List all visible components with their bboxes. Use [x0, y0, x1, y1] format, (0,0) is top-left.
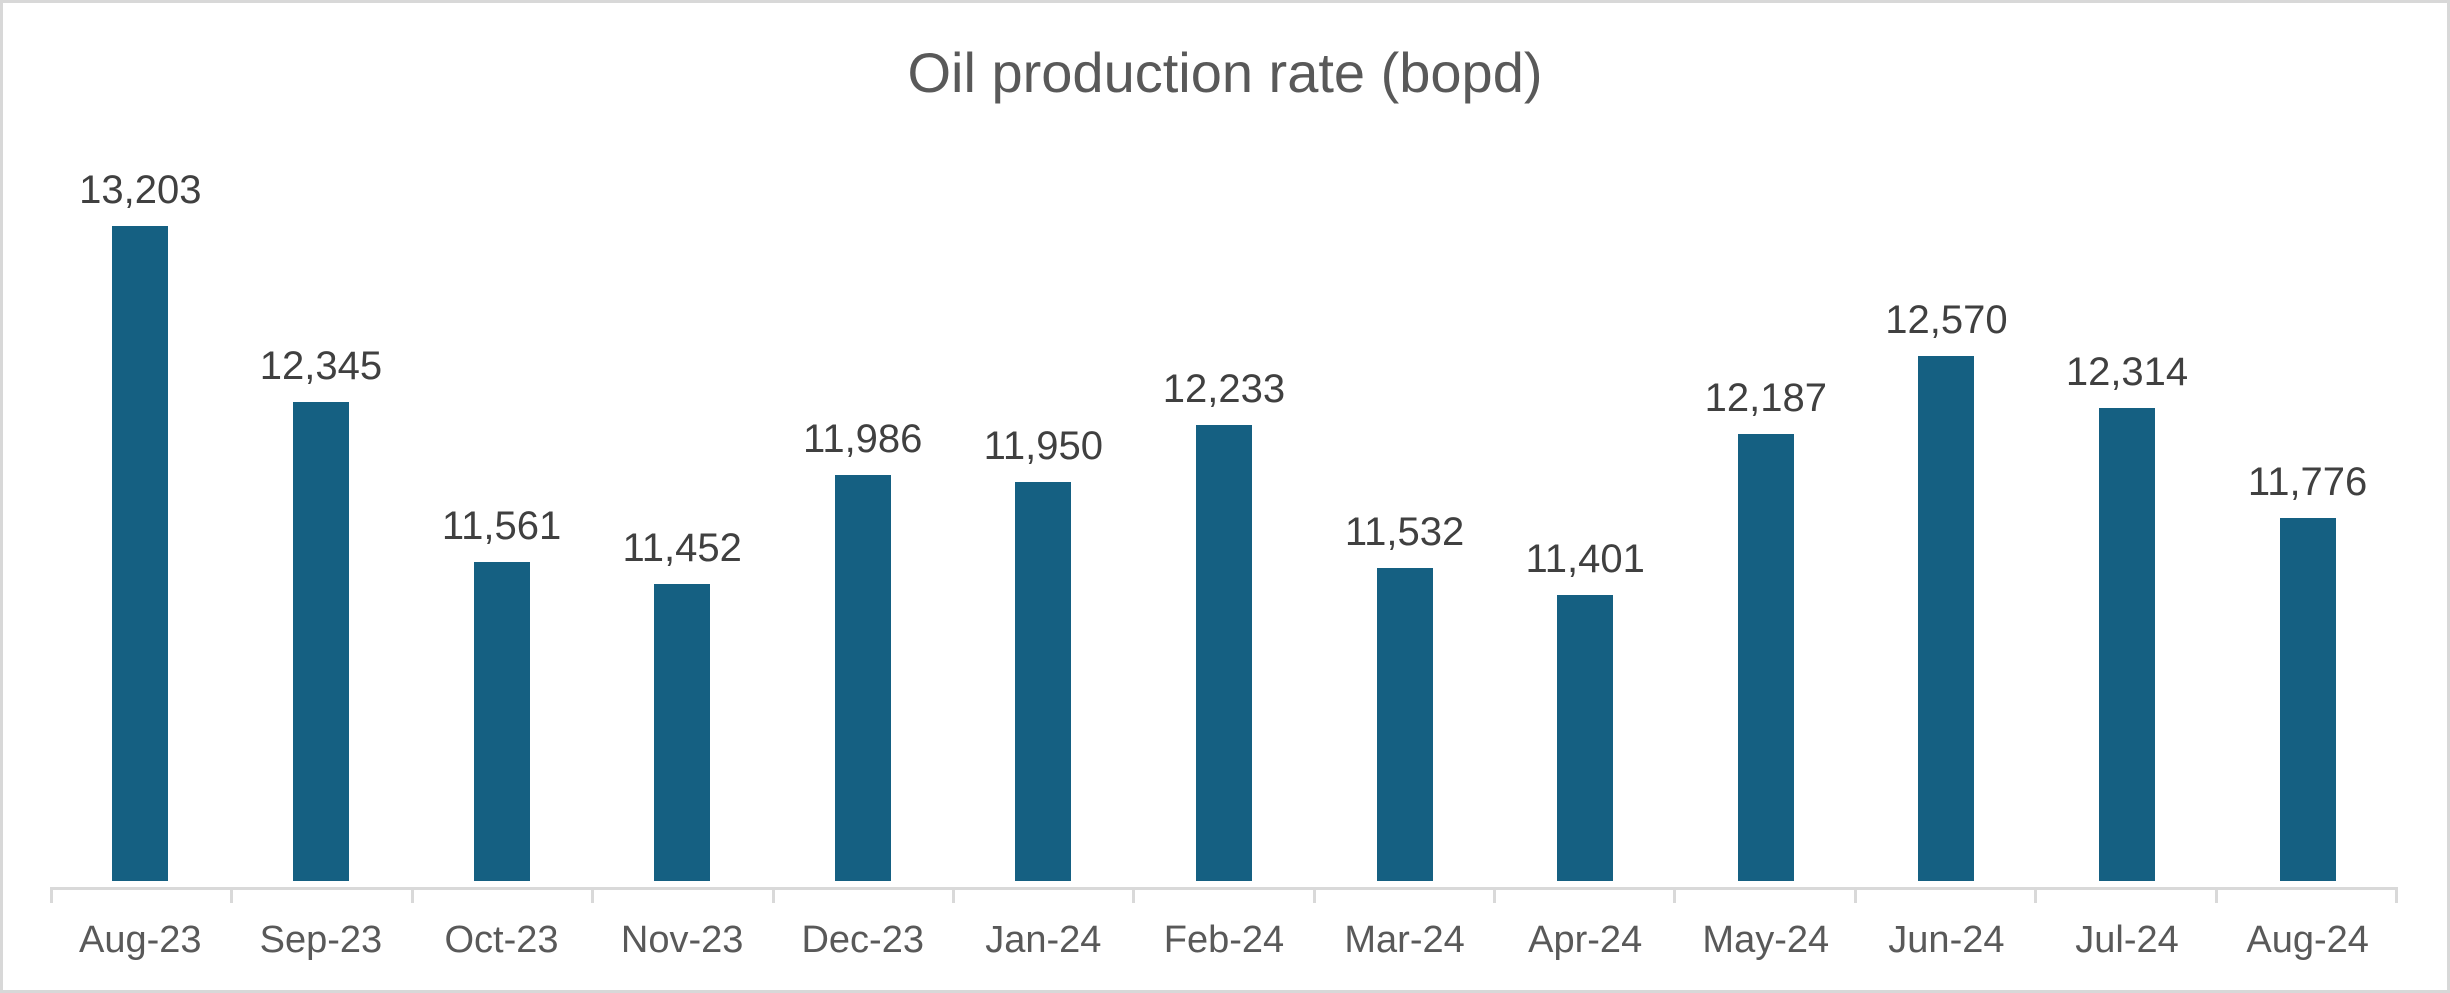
- x-axis-tick-label: Aug-24: [2246, 919, 2369, 961]
- bar-Mar-24[interactable]: [1376, 568, 1433, 881]
- x-axis-tick-label: Sep-23: [259, 919, 383, 961]
- bar-column: 11,452: [592, 137, 773, 881]
- bar-column: 11,532: [1314, 137, 1495, 881]
- bar-May-24[interactable]: [1737, 434, 1794, 881]
- x-axis-tick-label: Mar-24: [1344, 919, 1465, 961]
- bar-Feb-24[interactable]: [1195, 425, 1252, 881]
- x-axis-tick-mark: [1312, 890, 1316, 903]
- x-axis-tick-mark: [951, 890, 955, 903]
- bar-Aug-24[interactable]: [2279, 518, 2336, 881]
- bar-column: 11,950: [953, 137, 1134, 881]
- x-axis-tick-mark: [591, 890, 595, 903]
- x-axis-ticks: [50, 890, 2398, 903]
- bar-data-label: 12,187: [1704, 376, 1827, 420]
- x-axis-tick-mark: [2214, 890, 2218, 903]
- x-axis-tick-label: Jul-24: [2075, 919, 2179, 961]
- bar-data-label: 12,570: [1885, 298, 2008, 342]
- bar-data-label: 11,986: [803, 417, 923, 461]
- x-axis-tick-label: Feb-24: [1163, 919, 1285, 961]
- x-axis-line: [50, 887, 2398, 890]
- x-axis-tick-label: Dec-23: [801, 919, 924, 961]
- bar-data-label: 12,314: [2065, 350, 2189, 394]
- bar-Nov-23[interactable]: [654, 584, 711, 881]
- x-axis-tick-label: Jan-24: [985, 919, 1102, 961]
- bar-column: 11,986: [772, 137, 953, 881]
- bar-data-label: 11,950: [983, 424, 1104, 468]
- bar-data-label: 12,345: [259, 344, 383, 388]
- x-axis-tick-mark: [230, 890, 234, 903]
- x-axis-tick-mark: [1673, 890, 1677, 903]
- bar-column: 12,314: [2037, 137, 2218, 881]
- x-axis-tick-mark: [410, 890, 414, 903]
- bar-column: 12,345: [231, 137, 412, 881]
- bar-column: 11,561: [411, 137, 592, 881]
- x-axis-tick-label: Oct-23: [444, 919, 559, 961]
- bar-column: 12,570: [1856, 137, 2037, 881]
- bar-Jul-24[interactable]: [2099, 408, 2155, 881]
- chart-title: Oil production rate (bopd): [907, 41, 1543, 104]
- bar-data-label: 12,233: [1162, 367, 1286, 411]
- x-axis-tick-mark: [1493, 890, 1496, 903]
- bar-column: 11,776: [2217, 137, 2398, 881]
- bar-column: 12,187: [1675, 137, 1856, 881]
- bar-data-label: 11,532: [1344, 510, 1465, 554]
- bar-data-label: 11,776: [2247, 460, 2368, 504]
- bar-Jan-24[interactable]: [1015, 482, 1072, 881]
- bar-column: 11,401: [1495, 137, 1676, 881]
- bar-data-label: 11,452: [622, 526, 742, 570]
- x-axis-tick-label: Nov-23: [620, 919, 744, 961]
- bar-Apr-24[interactable]: [1557, 595, 1614, 881]
- x-axis-tick-mark: [2394, 890, 2398, 903]
- bar-column: 12,233: [1134, 137, 1315, 881]
- bar-Oct-23[interactable]: [473, 562, 530, 881]
- bar-data-label: 11,401: [1525, 537, 1645, 581]
- bar-column: 13,203: [50, 137, 231, 881]
- bar-Sep-23[interactable]: [292, 402, 349, 881]
- bar-Jun-24[interactable]: [1918, 356, 1975, 881]
- x-axis-tick-mark: [771, 890, 775, 903]
- bar-data-label: 13,203: [79, 168, 202, 212]
- x-axis-tick-mark: [50, 890, 53, 903]
- plot-area: 13,203 12,345 11,561 11,452 11,986 11,95…: [50, 137, 2398, 881]
- x-axis-tick-mark: [1853, 890, 1857, 903]
- x-axis-tick-mark: [2034, 890, 2038, 903]
- bar-Dec-23[interactable]: [834, 475, 891, 881]
- x-axis-tick-label: May-24: [1702, 919, 1830, 961]
- bar-data-label: 11,561: [441, 504, 562, 548]
- x-axis-tick-label: Jun-24: [1888, 919, 2005, 961]
- x-axis-tick-mark: [1132, 890, 1136, 903]
- x-axis-tick-label: Apr-24: [1528, 919, 1643, 961]
- x-axis-labels: Aug-23 Sep-23 Oct-23 Nov-23 Dec-23 Jan-2…: [50, 917, 2398, 965]
- x-axis-tick-label: Aug-23: [79, 919, 202, 961]
- bar-Aug-23[interactable]: [112, 226, 169, 881]
